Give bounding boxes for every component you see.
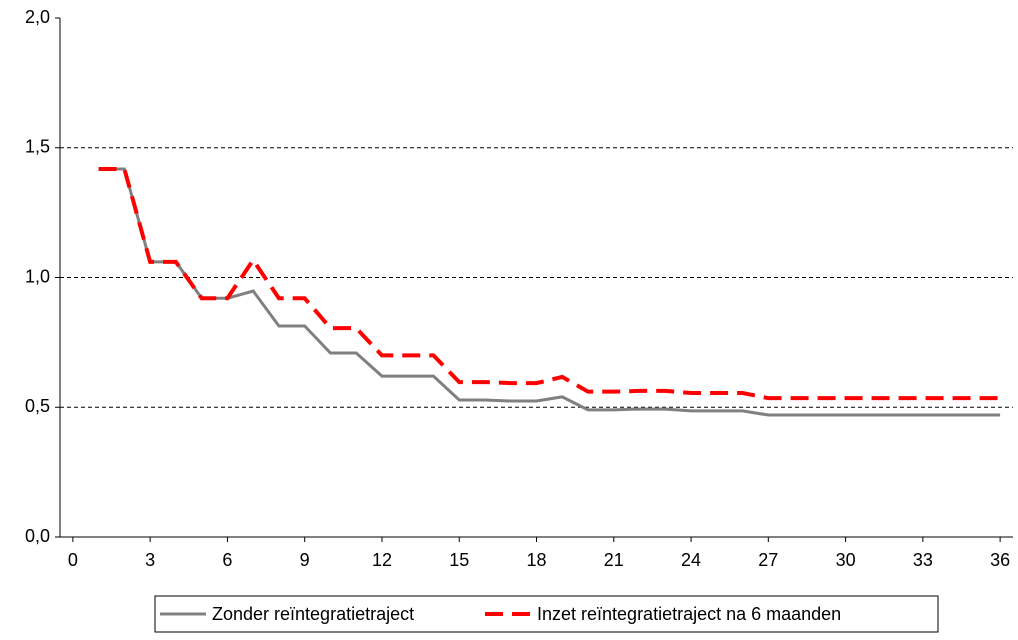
legend-label: Inzet reïntegratietraject na 6 maanden: [537, 604, 841, 624]
y-tick-label: 1,5: [25, 137, 50, 157]
x-tick-label: 24: [681, 550, 701, 570]
x-tick-label: 6: [222, 550, 232, 570]
x-tick-label: 27: [758, 550, 778, 570]
series-line: [98, 167, 1001, 401]
x-tick-label: 33: [913, 550, 933, 570]
x-tick-label: 30: [836, 550, 856, 570]
y-tick-label: 0,5: [25, 396, 50, 416]
x-tick-label: 21: [604, 550, 624, 570]
legend-label: Zonder reïntegratietraject: [212, 604, 414, 624]
series-line: [98, 167, 1001, 417]
x-tick-label: 3: [145, 550, 155, 570]
y-tick-label: 2,0: [25, 7, 50, 27]
legend-box: [154, 595, 939, 633]
x-tick-label: 12: [372, 550, 392, 570]
y-tick-label: 1,0: [25, 266, 50, 286]
y-tick-label: 0,0: [25, 526, 50, 546]
x-tick-label: 15: [449, 550, 469, 570]
x-tick-label: 9: [300, 550, 310, 570]
x-tick-label: 36: [990, 550, 1010, 570]
x-tick-label: 0: [68, 550, 78, 570]
x-tick-label: 18: [526, 550, 546, 570]
